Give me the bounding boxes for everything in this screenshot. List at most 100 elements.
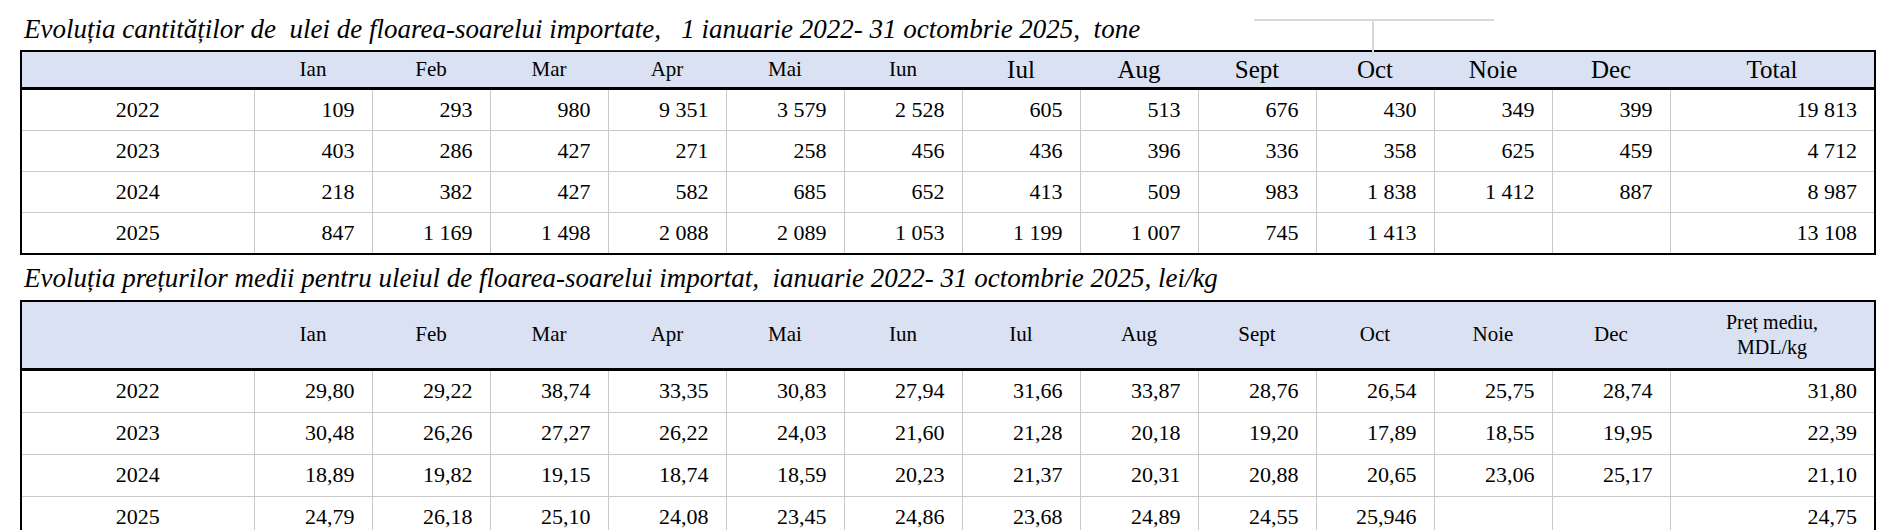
value-cell[interactable]: 27,27 (490, 412, 608, 454)
value-cell[interactable]: 21,37 (962, 454, 1080, 496)
value-cell[interactable]: 293 (372, 89, 490, 131)
value-cell[interactable]: 30,48 (254, 412, 372, 454)
value-cell[interactable]: 403 (254, 131, 372, 172)
value-cell[interactable]: 509 (1080, 172, 1198, 213)
value-cell[interactable]: 20,18 (1080, 412, 1198, 454)
value-cell[interactable]: 21,60 (844, 412, 962, 454)
value-cell[interactable]: 286 (372, 131, 490, 172)
column-header-iul[interactable]: Iul (962, 51, 1080, 89)
year-cell[interactable]: 2025 (21, 213, 254, 255)
value-cell[interactable]: 19,82 (372, 454, 490, 496)
value-cell[interactable]: 33,35 (608, 369, 726, 412)
value-cell[interactable]: 20,65 (1316, 454, 1434, 496)
value-cell[interactable]: 24,03 (726, 412, 844, 454)
value-cell[interactable]: 26,18 (372, 496, 490, 530)
column-header-sept[interactable]: Sept (1198, 51, 1316, 89)
value-cell[interactable]: 399 (1552, 89, 1670, 131)
value-cell[interactable]: 1 053 (844, 213, 962, 255)
value-cell[interactable]: 30,83 (726, 369, 844, 412)
value-cell[interactable]: 652 (844, 172, 962, 213)
column-header-feb[interactable]: Feb (372, 51, 490, 89)
year-cell[interactable]: 2023 (21, 412, 254, 454)
value-cell[interactable]: 26,22 (608, 412, 726, 454)
value-cell[interactable]: 1 199 (962, 213, 1080, 255)
value-cell[interactable]: 23,45 (726, 496, 844, 530)
column-header-ian[interactable]: Ian (254, 301, 372, 370)
value-cell[interactable]: 676 (1198, 89, 1316, 131)
value-cell[interactable]: 513 (1080, 89, 1198, 131)
column-header-sept[interactable]: Sept (1198, 301, 1316, 370)
value-cell[interactable]: 2 528 (844, 89, 962, 131)
value-cell[interactable]: 271 (608, 131, 726, 172)
value-cell[interactable]: 23,06 (1434, 454, 1552, 496)
value-cell[interactable]: 24,55 (1198, 496, 1316, 530)
value-cell[interactable]: 2 088 (608, 213, 726, 255)
value-cell[interactable]: 605 (962, 89, 1080, 131)
column-header-dec[interactable]: Dec (1552, 301, 1670, 370)
value-cell[interactable]: 19 813 (1670, 89, 1875, 131)
column-header-iul[interactable]: Iul (962, 301, 1080, 370)
column-header-apr[interactable]: Apr (608, 51, 726, 89)
value-cell[interactable]: 430 (1316, 89, 1434, 131)
value-cell[interactable]: 745 (1198, 213, 1316, 255)
value-cell[interactable]: 3 579 (726, 89, 844, 131)
value-cell[interactable]: 19,20 (1198, 412, 1316, 454)
value-cell[interactable]: 31,80 (1670, 369, 1875, 412)
column-header-oct[interactable]: Oct (1316, 51, 1434, 89)
value-cell[interactable]: 31,66 (962, 369, 1080, 412)
value-cell[interactable]: 18,59 (726, 454, 844, 496)
year-cell[interactable]: 2022 (21, 369, 254, 412)
value-cell[interactable]: 29,80 (254, 369, 372, 412)
value-cell[interactable]: 4 712 (1670, 131, 1875, 172)
column-header-pre-mediu-mdl-kg[interactable]: Preț mediu, MDL/kg (1670, 301, 1875, 370)
value-cell[interactable]: 20,88 (1198, 454, 1316, 496)
column-header-feb[interactable]: Feb (372, 301, 490, 370)
value-cell[interactable]: 582 (608, 172, 726, 213)
value-cell[interactable]: 20,31 (1080, 454, 1198, 496)
value-cell[interactable]: 109 (254, 89, 372, 131)
value-cell[interactable]: 27,94 (844, 369, 962, 412)
value-cell[interactable]: 23,68 (962, 496, 1080, 530)
value-cell[interactable]: 19,15 (490, 454, 608, 496)
value-cell[interactable]: 20,23 (844, 454, 962, 496)
value-cell[interactable]: 18,89 (254, 454, 372, 496)
column-header-mai[interactable]: Mai (726, 51, 844, 89)
value-cell[interactable]: 413 (962, 172, 1080, 213)
value-cell[interactable]: 1 838 (1316, 172, 1434, 213)
value-cell[interactable]: 25,946 (1316, 496, 1434, 530)
year-cell[interactable]: 2022 (21, 89, 254, 131)
value-cell[interactable]: 33,87 (1080, 369, 1198, 412)
value-cell[interactable]: 258 (726, 131, 844, 172)
value-cell[interactable] (1552, 213, 1670, 255)
value-cell[interactable]: 436 (962, 131, 1080, 172)
value-cell[interactable]: 18,55 (1434, 412, 1552, 454)
value-cell[interactable]: 1 412 (1434, 172, 1552, 213)
column-header-mai[interactable]: Mai (726, 301, 844, 370)
value-cell[interactable]: 349 (1434, 89, 1552, 131)
column-header-iun[interactable]: Iun (844, 301, 962, 370)
value-cell[interactable]: 358 (1316, 131, 1434, 172)
value-cell[interactable]: 847 (254, 213, 372, 255)
column-header-oct[interactable]: Oct (1316, 301, 1434, 370)
value-cell[interactable]: 382 (372, 172, 490, 213)
value-cell[interactable]: 980 (490, 89, 608, 131)
year-cell[interactable]: 2023 (21, 131, 254, 172)
value-cell[interactable]: 459 (1552, 131, 1670, 172)
value-cell[interactable]: 24,89 (1080, 496, 1198, 530)
value-cell[interactable]: 1 007 (1080, 213, 1198, 255)
column-header-mar[interactable]: Mar (490, 51, 608, 89)
value-cell[interactable]: 19,95 (1552, 412, 1670, 454)
column-header-iun[interactable]: Iun (844, 51, 962, 89)
value-cell[interactable]: 685 (726, 172, 844, 213)
column-header-empty[interactable] (21, 301, 254, 370)
value-cell[interactable]: 25,17 (1552, 454, 1670, 496)
column-header-ian[interactable]: Ian (254, 51, 372, 89)
value-cell[interactable]: 9 351 (608, 89, 726, 131)
value-cell[interactable]: 26,26 (372, 412, 490, 454)
value-cell[interactable]: 625 (1434, 131, 1552, 172)
value-cell[interactable]: 1 169 (372, 213, 490, 255)
column-header-dec[interactable]: Dec (1552, 51, 1670, 89)
value-cell[interactable]: 25,75 (1434, 369, 1552, 412)
value-cell[interactable]: 17,89 (1316, 412, 1434, 454)
value-cell[interactable]: 456 (844, 131, 962, 172)
